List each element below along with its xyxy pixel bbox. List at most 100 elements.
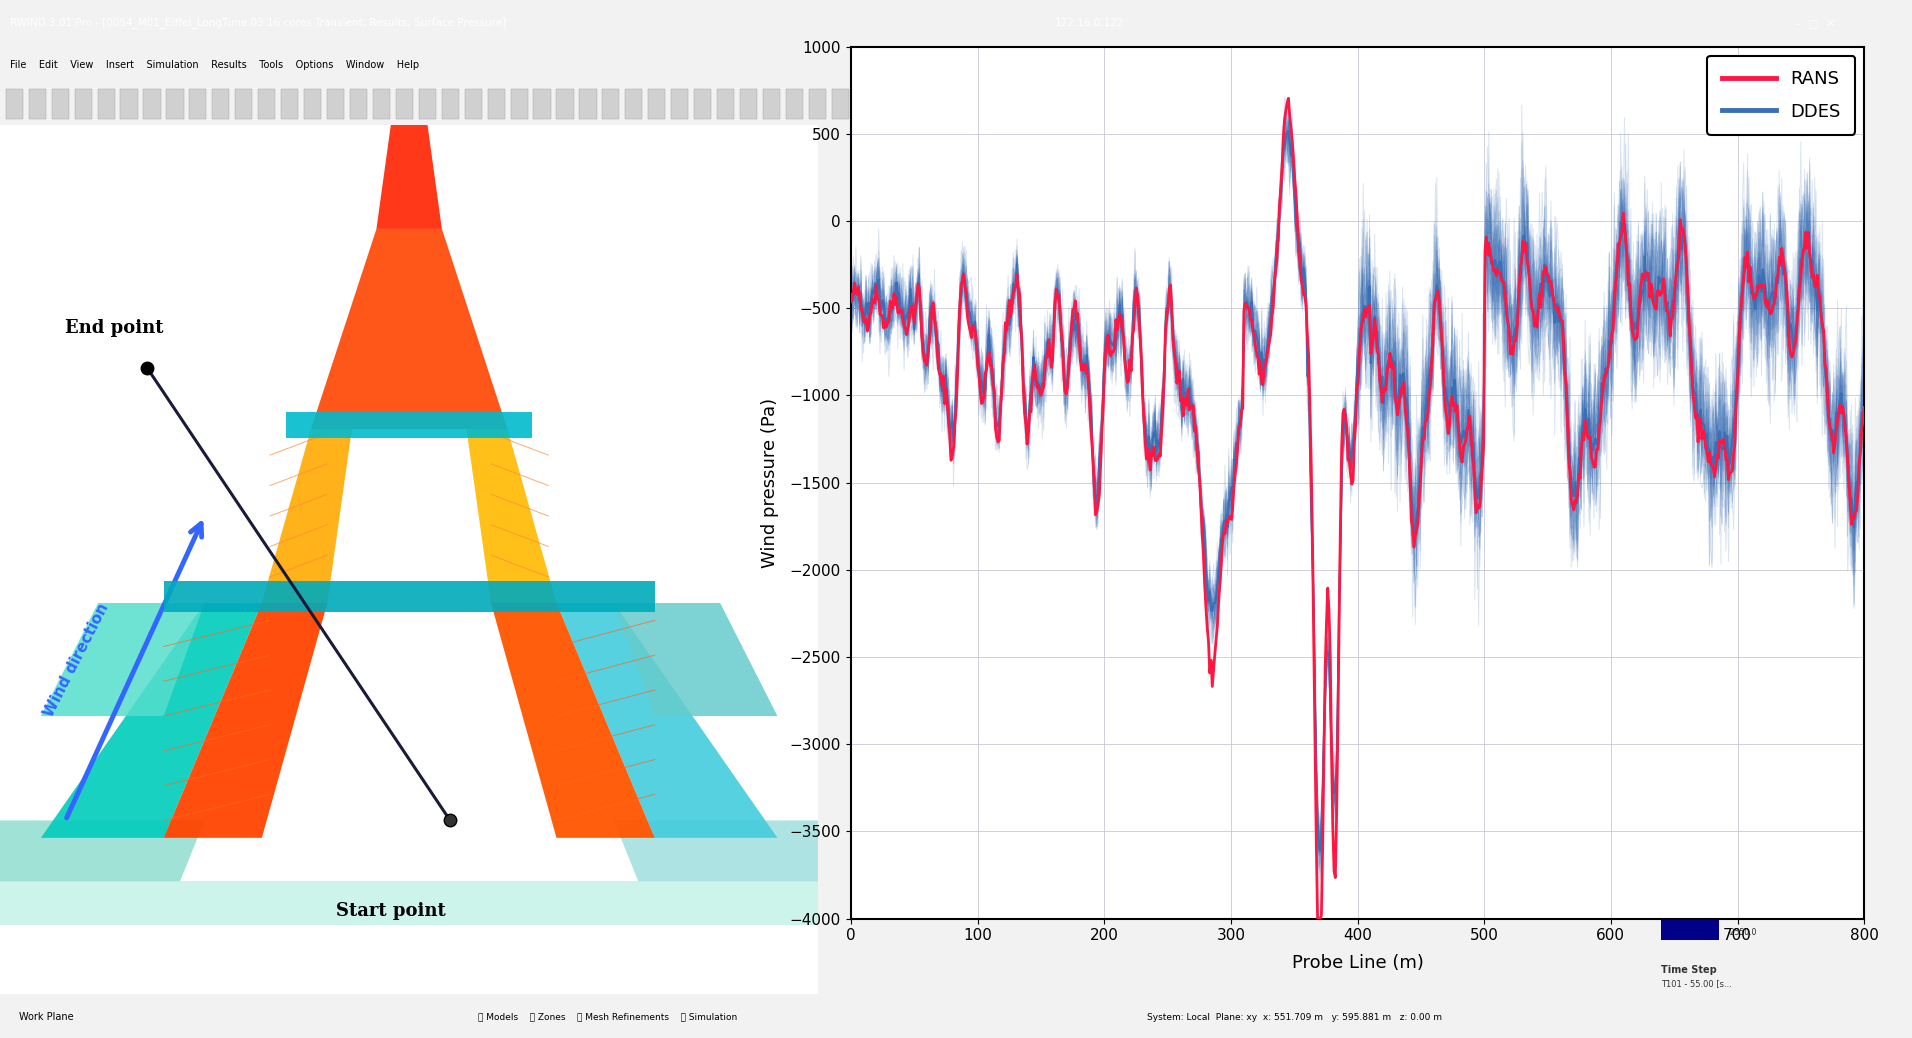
Bar [1662, 798, 1719, 818]
RANS [1610, 226, 1633, 239]
Bar [969, 89, 987, 118]
Polygon shape [164, 603, 327, 838]
Text: 1050.0: 1050.0 [1727, 758, 1753, 767]
Text: Start point: Start point [335, 902, 445, 920]
Bar [1662, 750, 1719, 769]
DDES [1277, 125, 1300, 137]
Bar [281, 89, 298, 118]
Bar [1107, 89, 1124, 118]
Polygon shape [556, 603, 778, 838]
Text: RWIND 3.01 Pro - [0054_M01_Eiffel_LongTime 03 16 cores Transient; Results; Surfa: RWIND 3.01 Pro - [0054_M01_Eiffel_LongTi… [10, 18, 505, 28]
Bar [6, 89, 23, 118]
DDES [1715, 447, 1738, 460]
Text: Results - Surf...: Results - Surf... [1662, 482, 1748, 492]
Bar [1015, 89, 1032, 118]
Bar [511, 89, 528, 118]
DDES [1308, 845, 1331, 857]
Bar [166, 89, 184, 118]
Text: 150.0: 150.0 [1727, 807, 1749, 816]
Polygon shape [40, 603, 262, 838]
Text: T101 - 55.00 [s...: T101 - 55.00 [s... [1662, 979, 1732, 988]
Text: Results - Flow...: Results - Flow... [1662, 535, 1749, 544]
Bar [287, 412, 532, 438]
Bar [602, 89, 619, 118]
Bar [396, 89, 413, 118]
Text: 3000.0: 3000.0 [1727, 709, 1753, 718]
RANS [1308, 918, 1331, 930]
Bar [625, 89, 642, 118]
Bar [556, 89, 574, 118]
Text: -2100.0: -2100.0 [1727, 904, 1757, 912]
Line: DDES: DDES [851, 131, 1864, 851]
Bar [1662, 726, 1719, 744]
Text: Time Step: Time Step [1662, 964, 1717, 975]
Polygon shape [312, 229, 507, 429]
Bar [212, 89, 229, 118]
Text: -750.0: -750.0 [1727, 855, 1751, 864]
Text: Work Plane: Work Plane [19, 1012, 75, 1022]
Bar [1038, 89, 1055, 118]
Bar [901, 89, 918, 118]
RANS [902, 308, 925, 321]
Bar [0, 881, 818, 925]
X-axis label: Probe Line (m): Probe Line (m) [1293, 955, 1423, 973]
Legend: RANS, DDES: RANS, DDES [1707, 56, 1855, 135]
Line: RANS: RANS [851, 99, 1864, 924]
Bar [855, 89, 872, 118]
Bar [419, 89, 436, 118]
Bar [786, 89, 803, 118]
Bar [1662, 872, 1719, 891]
Text: System: Local  Plane: xy  x: 551.709 m   y: 595.881 m   z: 0.00 m: System: Local Plane: xy x: 551.709 m y: … [1147, 1013, 1442, 1021]
Text: File    Edit    View    Insert    Simulation    Results    Tools    Options    W: File Edit View Insert Simulation Results… [10, 60, 419, 71]
Text: Continue Tra...: Continue Tra... [1669, 387, 1730, 397]
DDES [902, 298, 925, 310]
Text: End point: End point [65, 320, 164, 337]
DDES [1488, 258, 1510, 271]
Bar [648, 89, 665, 118]
Text: Simulation: Simulation [1662, 334, 1721, 344]
Bar [258, 89, 275, 118]
Polygon shape [0, 820, 205, 881]
Bar [143, 89, 161, 118]
RANS [1488, 266, 1510, 278]
RANS [1277, 92, 1300, 105]
Bar [235, 89, 252, 118]
Text: -1200.0: -1200.0 [1727, 879, 1757, 889]
Bar [442, 89, 459, 118]
Bar [671, 89, 688, 118]
RANS [1715, 454, 1738, 466]
Bar [120, 89, 138, 118]
Bar [1662, 896, 1719, 916]
Text: ⬛ Models    ⬛ Zones    ⬛ Mesh Refinements    ⬛ Simulation: ⬛ Models ⬛ Zones ⬛ Mesh Refinements ⬛ Si… [478, 1013, 738, 1021]
Text: Editor: Editor [1662, 177, 1694, 188]
Text: Edit Model: Edit Model [1669, 204, 1713, 214]
Bar [1662, 921, 1719, 939]
RANS [1457, 422, 1480, 435]
Text: 172.16.0.122: 172.16.0.122 [1055, 18, 1124, 28]
Bar [52, 89, 69, 118]
RANS [839, 296, 862, 308]
Text: Online License RWIND Pro | Mahyar Kazemian | Dlubal Software GmbH: Online License RWIND Pro | Mahyar Kazemi… [1377, 61, 1696, 70]
DDES [839, 288, 862, 300]
Polygon shape [467, 429, 556, 603]
Bar [1662, 702, 1719, 720]
Polygon shape [40, 603, 205, 716]
Bar [1662, 774, 1719, 793]
Bar [809, 89, 826, 118]
Text: Delete Results: Delete Results [1669, 413, 1730, 422]
Bar [29, 89, 46, 118]
Bar [694, 89, 711, 118]
Bar [1130, 89, 1147, 118]
Bar [98, 89, 115, 118]
Text: 1500.0: 1500.0 [1727, 733, 1753, 742]
Bar [832, 89, 849, 118]
DDES [1457, 404, 1480, 416]
Bar [1084, 89, 1101, 118]
Bar [763, 89, 780, 118]
Bar [740, 89, 757, 118]
Text: Pressure [Pa]: Pressure [Pa] [1662, 665, 1717, 675]
Bar [579, 89, 597, 118]
Text: Edit Zones: Edit Zones [1669, 234, 1713, 242]
Text: Edit Bar - Sim...: Edit Bar - Sim... [1662, 143, 1732, 153]
Text: Results - Oth...: Results - Oth... [1662, 586, 1744, 596]
